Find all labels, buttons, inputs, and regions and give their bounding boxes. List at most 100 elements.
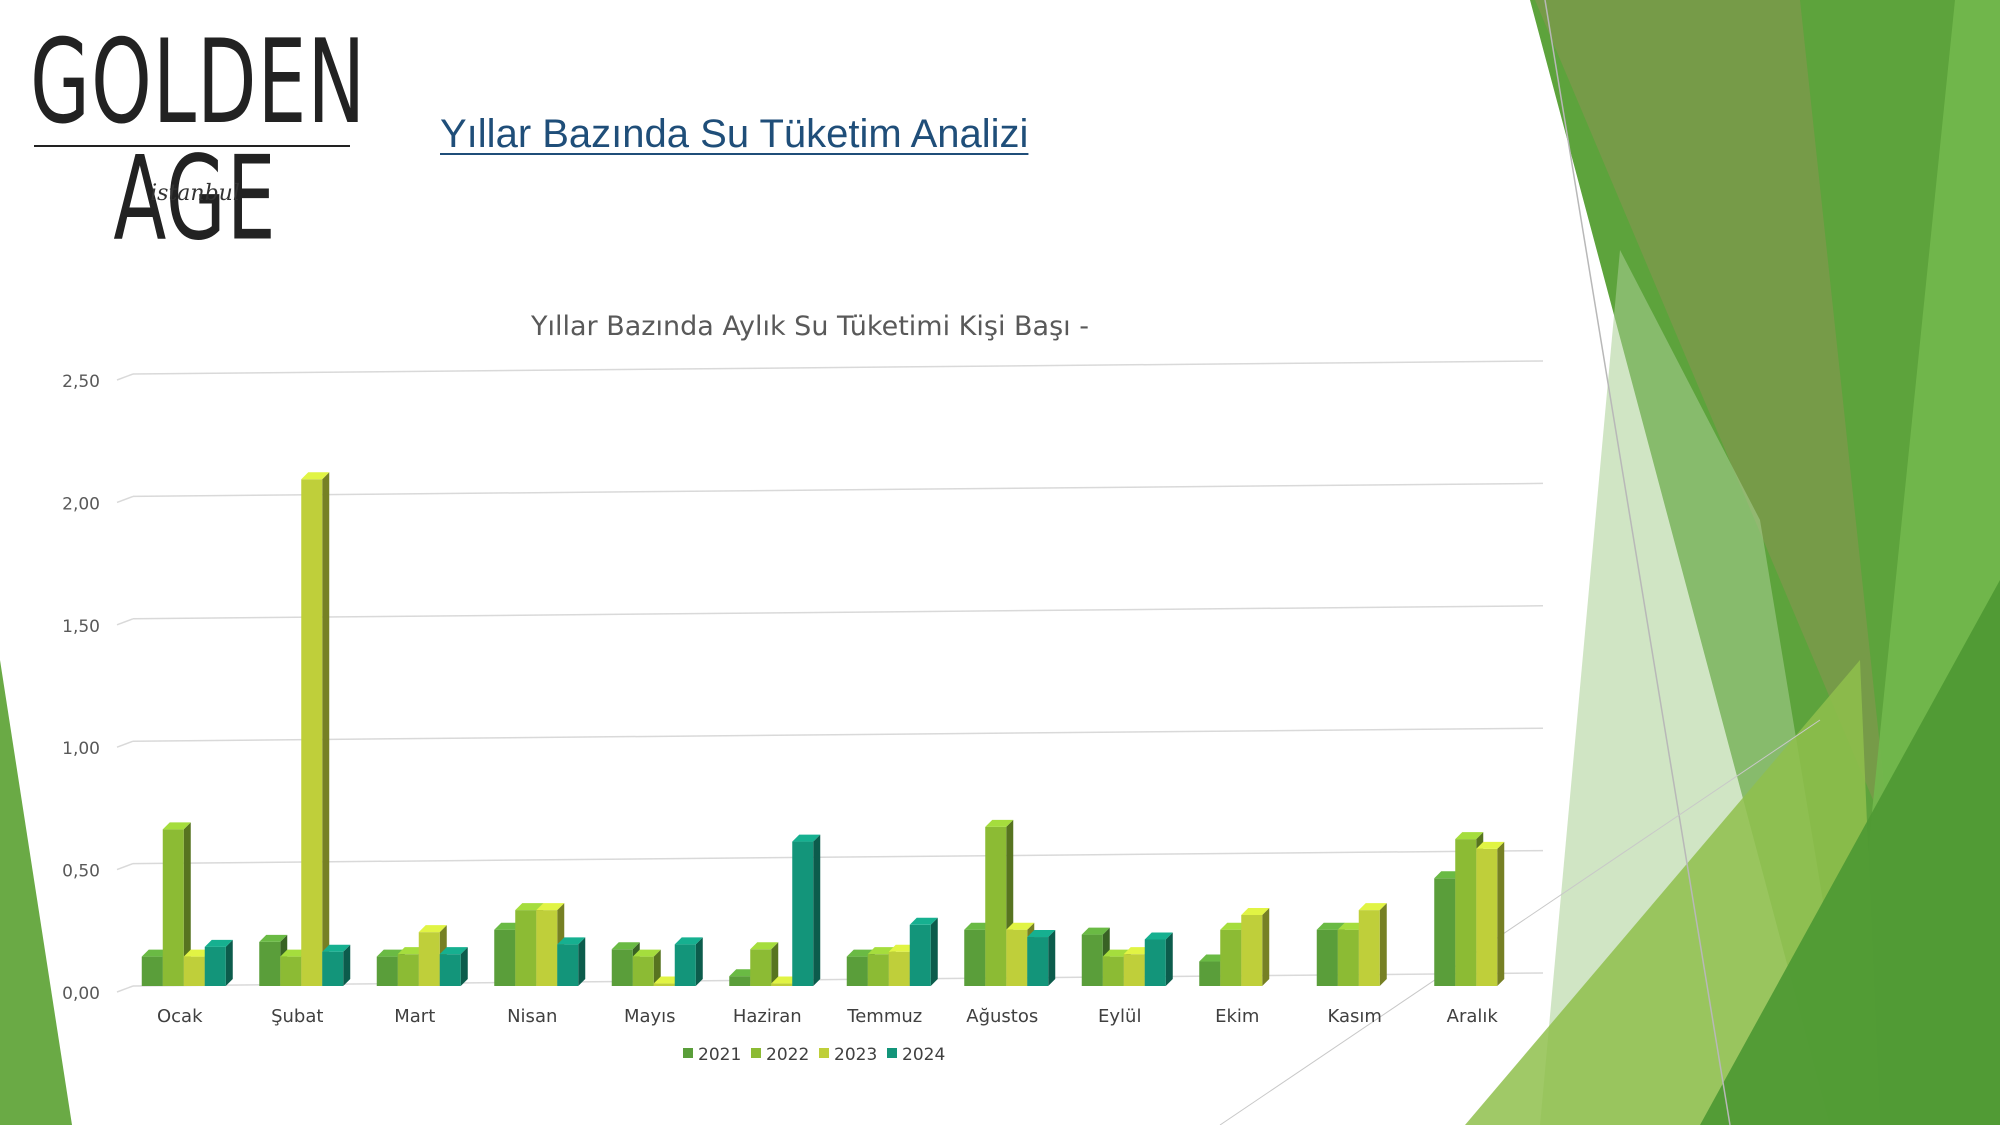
- bar-top: [1455, 832, 1484, 840]
- bar-front: [792, 841, 814, 986]
- bar-front: [771, 983, 793, 986]
- bar-front: [1455, 839, 1477, 986]
- bar-side: [322, 472, 330, 986]
- bar-front: [1081, 934, 1103, 986]
- bar-2022-Ocak: [162, 822, 191, 986]
- bar-2024-Ağustos: [1027, 930, 1056, 986]
- x-category-label: Eylül: [1098, 1006, 1141, 1027]
- gridline: [132, 605, 1544, 620]
- bar-2024-Temmuz: [909, 917, 938, 986]
- bar-side: [1379, 903, 1387, 986]
- decorative-line-1: [1544, 0, 1731, 1125]
- bar-top: [1081, 927, 1110, 935]
- bottom-green-shape-2: [1700, 580, 2000, 1125]
- chart-title: Yıllar Bazında Aylık Su Tüketimi Kişi Ba…: [530, 311, 1089, 342]
- bar-2024-Ocak: [204, 939, 233, 986]
- bar-top: [1358, 903, 1387, 911]
- bar-top: [1027, 930, 1056, 938]
- bar-top: [536, 903, 565, 911]
- bar-2024-Eylül: [1144, 932, 1173, 986]
- bar-front: [1337, 929, 1359, 986]
- bar-top: [1144, 932, 1173, 940]
- x-category-label: Şubat: [271, 1006, 323, 1027]
- x-category-label: Haziran: [733, 1006, 802, 1027]
- bar-2023-Şubat: [301, 472, 330, 986]
- bar-front: [1123, 954, 1145, 986]
- y-tick-label: 0,00: [62, 984, 100, 1004]
- decorative-line-2: [1219, 719, 1821, 1125]
- legend-label: 2024: [902, 1045, 945, 1065]
- bar-top: [1241, 908, 1270, 916]
- bar-front: [632, 956, 654, 986]
- legend-swatch: [819, 1048, 829, 1058]
- logo-wordmark: GOLDEN AGE: [30, 15, 367, 267]
- bar-top: [418, 925, 447, 933]
- bar-front: [557, 944, 579, 986]
- bar-side: [578, 937, 586, 986]
- bar-top: [1006, 922, 1035, 930]
- bar-top: [611, 942, 640, 950]
- bar-front: [846, 956, 868, 986]
- bar-front: [515, 910, 537, 986]
- legend-swatch: [887, 1048, 897, 1058]
- bar-side: [695, 937, 703, 986]
- bar-front: [1476, 848, 1498, 986]
- chart-gridlines: [116, 360, 1544, 993]
- bar-front: [536, 910, 558, 986]
- bar-front: [141, 956, 163, 986]
- bar-front: [439, 954, 461, 986]
- bar-side: [460, 947, 468, 986]
- chart-legend: 2021 2022 2023 2024: [683, 1045, 945, 1065]
- page-title: Yıllar Bazında Su Tüketim Analizi: [440, 112, 1029, 156]
- bar-front: [964, 929, 986, 986]
- bar-front: [674, 944, 696, 986]
- bar-front: [183, 956, 205, 986]
- bar-side: [225, 939, 233, 986]
- gridline-stub: [116, 740, 134, 748]
- y-tick-label: 0,50: [62, 862, 100, 882]
- legend-item-2023: 2023: [819, 1045, 877, 1065]
- bar-front: [653, 983, 675, 986]
- bar-front: [1434, 878, 1456, 986]
- bar-front: [1006, 929, 1028, 986]
- legend-item-2021: 2021: [683, 1045, 741, 1065]
- bar-front: [1102, 956, 1124, 986]
- bar-2024-Nisan: [557, 937, 586, 986]
- x-category-label: Ocak: [157, 1006, 203, 1027]
- bar-top: [792, 834, 821, 842]
- x-category-label: Ekim: [1215, 1006, 1259, 1027]
- x-category-label: Mart: [394, 1006, 435, 1027]
- bar-side: [343, 944, 351, 986]
- bar-top: [909, 917, 938, 925]
- y-tick-label: 1,00: [62, 739, 100, 759]
- bar-top: [301, 472, 330, 480]
- bar-side: [771, 942, 779, 986]
- bar-top: [515, 903, 544, 911]
- gridline: [132, 849, 1544, 865]
- legend-item-2022: 2022: [751, 1045, 809, 1065]
- bar-top: [750, 942, 779, 950]
- bar-side: [930, 917, 938, 986]
- bar-top: [1476, 841, 1505, 849]
- bar-front: [301, 479, 323, 986]
- bar-top: [439, 947, 468, 955]
- bar-side: [653, 949, 661, 986]
- gridline-stub: [116, 373, 134, 381]
- bar-front: [888, 951, 910, 986]
- golden-age-logo: GOLDEN AGE istanbul: [30, 25, 365, 257]
- y-axis: 0,00 0,50 1,00 1,50 2,00 2,50: [62, 372, 100, 1004]
- y-tick-label: 1,50: [62, 617, 100, 637]
- bar-front: [322, 951, 344, 986]
- bar-front: [162, 829, 184, 986]
- bar-front: [985, 826, 1007, 986]
- bar-top: [322, 944, 351, 952]
- legend-swatch: [751, 1048, 761, 1058]
- bar-front: [376, 956, 398, 986]
- legend-label: 2023: [834, 1045, 877, 1065]
- left-green-shape: [0, 660, 72, 1125]
- bar-top: [259, 934, 288, 942]
- bar-front: [397, 954, 419, 986]
- bar-front: [729, 976, 751, 986]
